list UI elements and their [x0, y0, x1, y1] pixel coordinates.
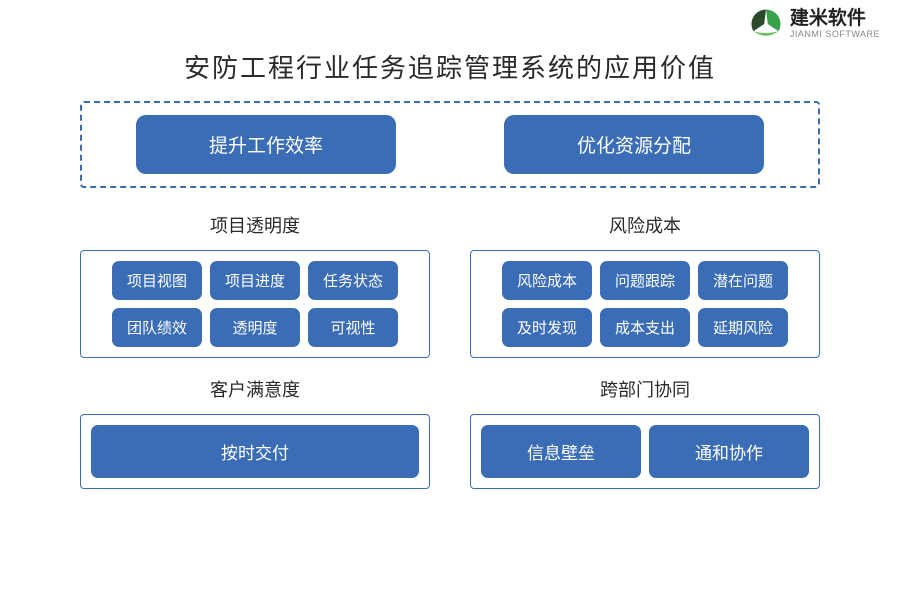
logo-text: 建米软件 JIANMI SOFTWARE — [790, 9, 880, 40]
section-satisfaction: 客户满意度 按时交付 — [80, 376, 430, 489]
section-collaboration: 跨部门协同 信息壁垒 通和协作 — [470, 376, 820, 489]
tag-pill: 延期风险 — [698, 308, 788, 347]
section-title: 项目透明度 — [210, 212, 300, 238]
logo-icon — [748, 6, 784, 42]
section-risk-cost: 风险成本 风险成本 问题跟踪 潜在问题 及时发现 成本支出 延期风险 — [470, 212, 820, 358]
section-card: 项目视图 项目进度 任务状态 团队绩效 透明度 可视性 — [80, 250, 430, 358]
tag-pill: 任务状态 — [308, 261, 398, 300]
tag-pill: 项目视图 — [112, 261, 202, 300]
tag-pill: 成本支出 — [600, 308, 690, 347]
section-card: 风险成本 问题跟踪 潜在问题 及时发现 成本支出 延期风险 — [470, 250, 820, 358]
benefit-pill-resource: 优化资源分配 — [504, 115, 764, 174]
tag-pill: 可视性 — [308, 308, 398, 347]
tag-pill: 通和协作 — [649, 425, 809, 478]
sections-grid: 项目透明度 项目视图 项目进度 任务状态 团队绩效 透明度 可视性 风险成本 风… — [80, 212, 820, 489]
logo-name-en: JIANMI SOFTWARE — [790, 30, 880, 40]
tag-pill: 透明度 — [210, 308, 300, 347]
section-card: 按时交付 — [80, 414, 430, 489]
top-benefits-row: 提升工作效率 优化资源分配 — [80, 101, 820, 188]
section-transparency: 项目透明度 项目视图 项目进度 任务状态 团队绩效 透明度 可视性 — [80, 212, 430, 358]
tag-pill: 项目进度 — [210, 261, 300, 300]
brand-logo: 建米软件 JIANMI SOFTWARE — [748, 6, 880, 42]
section-card: 信息壁垒 通和协作 — [470, 414, 820, 489]
page-title: 安防工程行业任务追踪管理系统的应用价值 — [80, 48, 820, 85]
logo-name-cn: 建米软件 — [790, 9, 880, 30]
section-title: 跨部门协同 — [600, 376, 690, 402]
tag-pill: 信息壁垒 — [481, 425, 641, 478]
tag-pill: 按时交付 — [91, 425, 419, 478]
benefit-pill-efficiency: 提升工作效率 — [136, 115, 396, 174]
tag-pill: 潜在问题 — [698, 261, 788, 300]
section-title: 客户满意度 — [210, 376, 300, 402]
tag-pill: 团队绩效 — [112, 308, 202, 347]
section-title: 风险成本 — [609, 212, 681, 238]
tag-pill: 问题跟踪 — [600, 261, 690, 300]
tag-pill: 风险成本 — [502, 261, 592, 300]
tag-pill: 及时发现 — [502, 308, 592, 347]
